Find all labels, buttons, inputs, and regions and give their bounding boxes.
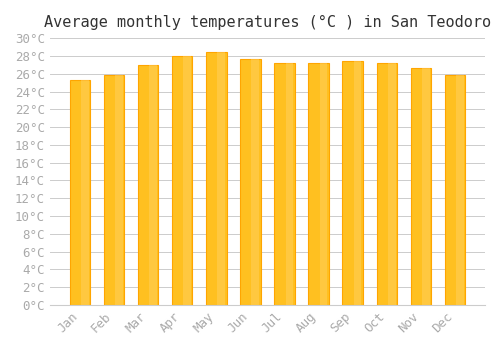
FancyBboxPatch shape: [286, 63, 294, 305]
Bar: [376, 63, 397, 305]
Bar: [274, 63, 294, 305]
FancyBboxPatch shape: [388, 63, 396, 305]
Bar: [172, 56, 193, 305]
FancyBboxPatch shape: [252, 60, 259, 305]
Bar: [410, 68, 431, 305]
FancyBboxPatch shape: [81, 80, 88, 305]
FancyBboxPatch shape: [183, 56, 191, 305]
FancyBboxPatch shape: [354, 61, 362, 305]
Bar: [308, 63, 329, 305]
FancyBboxPatch shape: [115, 76, 123, 305]
FancyBboxPatch shape: [422, 68, 430, 305]
Title: Average monthly temperatures (°C ) in San Teodoro: Average monthly temperatures (°C ) in Sa…: [44, 15, 491, 30]
FancyBboxPatch shape: [218, 52, 225, 305]
Bar: [104, 76, 124, 305]
Bar: [445, 76, 465, 305]
Bar: [240, 60, 260, 305]
Bar: [342, 61, 363, 305]
Bar: [138, 65, 158, 305]
Bar: [206, 52, 227, 305]
FancyBboxPatch shape: [149, 65, 157, 305]
FancyBboxPatch shape: [456, 76, 464, 305]
Bar: [70, 80, 90, 305]
FancyBboxPatch shape: [320, 63, 328, 305]
